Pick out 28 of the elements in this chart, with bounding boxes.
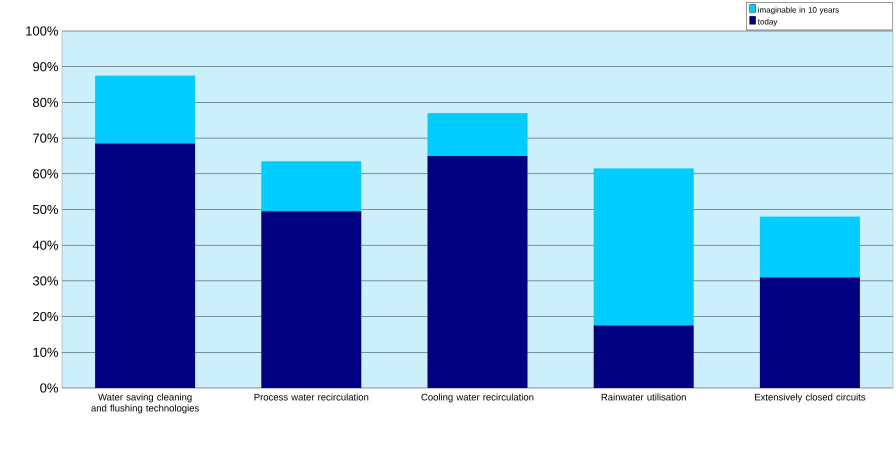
- bar: [760, 216, 860, 278]
- bar: [594, 326, 694, 388]
- bar: [760, 277, 860, 388]
- bar: [594, 168, 694, 326]
- bar: [95, 76, 196, 144]
- x-tick-label: Rainwater utilisation: [602, 394, 686, 400]
- bar: [428, 113, 528, 156]
- y-tick-label: 80%: [33, 98, 58, 107]
- y-tick-label: 50%: [32, 204, 58, 214]
- y-tick-label: 30%: [32, 276, 58, 286]
- y-tick-label: 100%: [26, 26, 58, 36]
- y-tick-label: 10%: [33, 348, 58, 357]
- y-tick-label: 90%: [33, 62, 58, 72]
- bar: [261, 161, 362, 212]
- x-tick-label: Water saving cleaning and flushing technologies: [91, 394, 199, 414]
- y-tick-label: 0%: [40, 383, 58, 393]
- bar: [261, 211, 362, 388]
- y-tick-label: 20%: [33, 312, 58, 322]
- x-tick-label: Cooling water recirculation: [421, 394, 534, 402]
- y-tick-label: 70%: [33, 133, 58, 143]
- x-tick-label: Extensively closed circuits: [754, 394, 866, 402]
- y-tick-label: 60%: [33, 169, 58, 178]
- bar: [95, 143, 196, 388]
- bar: [428, 156, 528, 388]
- x-tick-label: Process water recirculation: [254, 394, 368, 400]
- legend-label: today: [758, 18, 778, 26]
- legend-label: imaginable in 10 years: [758, 6, 839, 14]
- y-tick-label: 40%: [32, 240, 58, 250]
